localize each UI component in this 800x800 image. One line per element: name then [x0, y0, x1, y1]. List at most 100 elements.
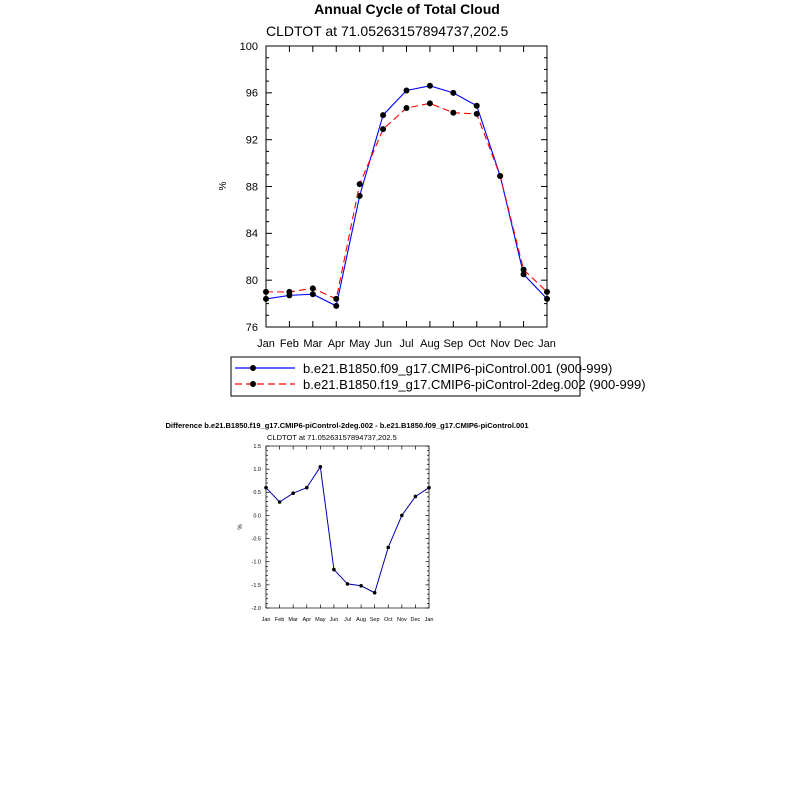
series-line-1	[266, 102, 548, 300]
axes: 76 80 84 88 92 96 100 Jan Feb Mar Apr May Jun Jul Aug S…	[240, 41, 556, 350]
x-tick-label: Jan	[425, 617, 434, 623]
series-0-point	[309, 291, 316, 298]
series-0-point	[427, 485, 431, 490]
y-tick-label: 88	[246, 181, 258, 193]
series-0-point	[386, 545, 391, 550]
series-0-point	[345, 582, 350, 586]
x-tick-label: Aug	[420, 338, 440, 350]
x-tick-label: Sep	[370, 617, 380, 623]
axes: -2.0 -1.5 -1.0 -0.5 0.0 0.5 1.0 1.5 Jan Feb Mar Apr…	[252, 444, 434, 623]
y-axis-label: %	[218, 181, 229, 190]
x-tick-label: Jan	[257, 338, 275, 350]
series-0-point	[413, 494, 418, 499]
y-tick-label: 92	[246, 135, 258, 147]
series-0-point	[359, 583, 363, 588]
x-tick-label: Jul	[399, 338, 413, 350]
x-tick-label: Jan	[538, 338, 556, 350]
series-1-point	[544, 288, 550, 295]
series-0-point	[277, 500, 282, 504]
y-tick-label: 1.5	[253, 444, 261, 450]
x-tick-label: Jan	[262, 617, 271, 623]
annual-cycle-chart: Annual Cycle of Total Cloud CLDTOT at 71…	[218, 1, 646, 397]
series-layer	[263, 82, 550, 309]
x-tick-label: Apr	[328, 338, 345, 350]
series-1-point	[380, 126, 387, 133]
series-0-point	[304, 485, 309, 490]
x-tick-label: Feb	[275, 617, 284, 623]
y-tick-label: 100	[240, 41, 258, 53]
y-tick-label: 76	[246, 322, 258, 334]
chart-subtitle: CLDTOT at 71.05263157894737,202.5	[267, 433, 397, 442]
y-tick-label: 84	[246, 228, 258, 240]
y-tick-label: 0.5	[253, 490, 261, 496]
x-tick-label: Feb	[280, 338, 299, 350]
series-0-point	[403, 87, 410, 94]
series-0-point	[400, 513, 404, 518]
x-tick-label: May	[315, 617, 326, 623]
series-1-point	[309, 285, 316, 292]
x-tick-label: Jul	[344, 617, 351, 623]
series-0-point	[332, 567, 336, 572]
difference-chart: Difference b.e21.B1850.f19_g17.CMIP6-piC…	[165, 421, 528, 623]
legend-marker-1	[250, 381, 256, 387]
legend-label-0: b.e21.B1850.f09_g17.CMIP6-piControl.001 …	[303, 361, 612, 376]
series-0-point	[426, 82, 433, 89]
series-0-point	[333, 302, 340, 309]
x-tick-label: Sep	[444, 338, 464, 350]
series-0-point	[372, 590, 377, 595]
x-tick-label: Oct	[468, 338, 485, 350]
series-0-point	[291, 491, 295, 496]
x-tick-label: Oct	[384, 617, 393, 623]
series-0-point	[264, 485, 268, 490]
series-1-point	[497, 172, 504, 179]
series-0-point	[450, 89, 457, 96]
series-1-point	[286, 288, 293, 295]
x-tick-label: Nov	[397, 617, 407, 623]
series-0-point	[544, 295, 550, 302]
series-1-point	[450, 109, 457, 116]
x-tick-label: Aug	[356, 617, 366, 623]
x-tick-label: Jun	[329, 617, 338, 623]
x-tick-label: Dec	[514, 338, 534, 350]
x-tick-label: Apr	[302, 617, 311, 623]
series-0-point	[318, 465, 323, 469]
legend-label-1: b.e21.B1850.f19_g17.CMIP6-piControl-2deg…	[303, 377, 646, 392]
y-tick-label: 1.0	[253, 467, 261, 473]
y-tick-label: 80	[246, 275, 258, 287]
x-tick-label: Dec	[411, 617, 421, 623]
series-0-point	[520, 271, 527, 278]
series-1-point	[263, 288, 269, 295]
y-tick-label: -0.5	[252, 536, 261, 542]
legend: b.e21.B1850.f09_g17.CMIP6-piControl.001 …	[230, 356, 646, 397]
series-0-point	[473, 102, 480, 109]
chart-subtitle: CLDTOT at 71.05263157894737,202.5	[266, 23, 509, 39]
x-tick-label: Nov	[490, 338, 510, 350]
series-1-point	[333, 295, 340, 302]
y-tick-label: 96	[246, 88, 258, 100]
x-tick-label: Mar	[288, 617, 298, 623]
series-1-point	[426, 100, 433, 107]
series-1-point	[403, 105, 410, 112]
series-1-point	[520, 266, 527, 273]
x-tick-label: Mar	[303, 338, 322, 350]
y-tick-label: -2.0	[252, 606, 261, 612]
series-layer	[264, 465, 431, 595]
legend-box	[230, 356, 581, 397]
x-tick-label: May	[349, 338, 370, 350]
series-0-point	[263, 295, 269, 302]
x-tick-label: Jun	[374, 338, 392, 350]
legend-entry-1: b.e21.B1850.f19_g17.CMIP6-piControl-2deg…	[235, 377, 646, 392]
legend-marker-0	[250, 365, 256, 371]
chart-title: Difference b.e21.B1850.f19_g17.CMIP6-piC…	[165, 421, 528, 430]
series-0-point	[356, 192, 363, 199]
y-tick-label: -1.0	[252, 560, 261, 566]
y-tick-label: -1.5	[252, 583, 261, 589]
series-line-0	[265, 465, 430, 594]
y-axis-label: %	[238, 524, 244, 530]
series-0-point	[380, 112, 387, 119]
chart-title: Annual Cycle of Total Cloud	[314, 1, 500, 17]
legend-entry-0: b.e21.B1850.f09_g17.CMIP6-piControl.001 …	[235, 361, 612, 376]
series-1-point	[356, 181, 363, 188]
series-1-point	[473, 110, 480, 117]
